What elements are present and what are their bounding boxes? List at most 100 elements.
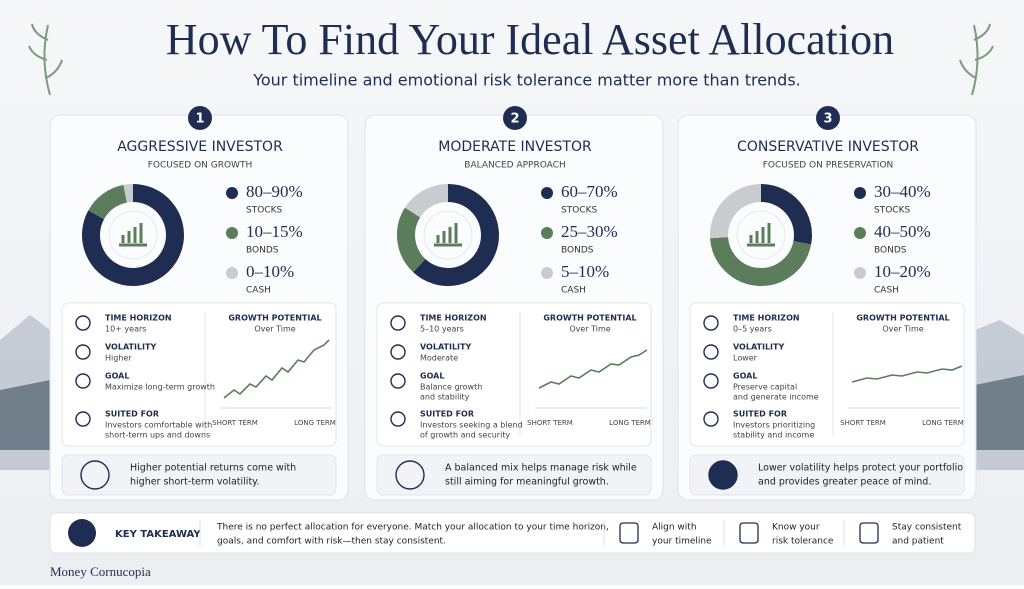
legend-dot: [541, 187, 553, 199]
takeaway-text: There is no perfect allocation for every…: [216, 523, 609, 533]
trees-left: [0, 380, 50, 450]
detail-label: VOLATILITY: [733, 343, 784, 352]
detail-text: Investors prioritizing: [733, 421, 815, 430]
leaf-right: [959, 23, 994, 96]
detail-icon: [75, 344, 91, 360]
note-box: [61, 454, 337, 496]
detail-icon: [390, 373, 406, 389]
allocation-range: 25–30%: [561, 222, 618, 241]
trees-right: [975, 375, 1024, 450]
growth-start: SHORT TERM: [212, 419, 258, 427]
detail-text: stability and income: [733, 431, 814, 440]
donut-segment: [88, 184, 128, 220]
legend-dot: [541, 227, 553, 239]
detail-text: and generate income: [733, 393, 819, 402]
note-text: A balanced mix helps manage risk while: [445, 463, 637, 474]
title: How To Find Your Ideal Asset Allocation: [166, 15, 894, 64]
growth-title: GROWTH POTENTIAL: [856, 314, 949, 323]
allocation-name: BONDS: [246, 246, 279, 256]
detail-label: GOAL: [105, 372, 129, 381]
growth-line: [223, 339, 330, 399]
growth-title: GROWTH POTENTIAL: [543, 314, 636, 323]
detail-text: 5–10 years: [420, 325, 464, 334]
donut-segment: [82, 184, 184, 286]
donut-icon-bg: [108, 210, 158, 260]
note-text: still aiming for meaningful growth.: [445, 477, 609, 488]
growth-end: LONG TERM: [922, 419, 964, 427]
allocation-range: 5–10%: [561, 262, 609, 281]
detail-icon: [75, 373, 91, 389]
legend-dot: [854, 267, 866, 279]
details-box: [376, 302, 652, 447]
growth-subtitle: Over Time: [569, 325, 610, 334]
card-title: CONSERVATIVE INVESTOR: [737, 139, 919, 155]
allocation-range: 10–15%: [246, 222, 303, 241]
allocation-range: 0–10%: [246, 262, 294, 281]
detail-label: VOLATILITY: [420, 343, 471, 352]
legend-dot: [226, 267, 238, 279]
card-subtitle: FOCUSED ON PRESERVATION: [763, 161, 894, 171]
takeaway-text: goals, and comfort with risk—then stay c…: [217, 537, 446, 547]
detail-text: Lower: [733, 354, 758, 363]
detail-text: Balance growth: [420, 383, 482, 392]
detail-text: Maximize long-term growth: [105, 383, 215, 392]
tip-icon: [739, 522, 759, 544]
note-box: [689, 454, 965, 496]
step-badge: [816, 106, 840, 130]
allocation-name: CASH: [561, 286, 586, 296]
detail-text: Preserve capital: [733, 383, 797, 392]
donut-icon: [747, 223, 775, 247]
tip-text: Stay consistent: [892, 523, 962, 533]
detail-label: GOAL: [733, 372, 757, 381]
allocation-range: 10–20%: [874, 262, 931, 281]
details-box: [61, 302, 337, 447]
legend-dot: [226, 187, 238, 199]
allocation-name: BONDS: [561, 246, 594, 256]
note-text: and provides greater peace of mind.: [758, 477, 931, 488]
detail-icon: [75, 315, 91, 331]
detail-label: GOAL: [420, 372, 444, 381]
donut-segment: [710, 236, 812, 286]
detail-icon: [703, 344, 719, 360]
card-subtitle: BALANCED APPROACH: [464, 161, 565, 171]
detail-label: SUITED FOR: [105, 410, 159, 419]
growth-start: SHORT TERM: [527, 419, 573, 427]
allocation-range: 40–50%: [874, 222, 931, 241]
footer: Money Cornucopia: [50, 564, 151, 579]
detail-icon: [390, 411, 406, 427]
step-number: 2: [510, 112, 519, 127]
detail-label: TIME HORIZON: [733, 314, 800, 323]
tip-text: and patient: [892, 537, 944, 547]
growth-end: LONG TERM: [609, 419, 651, 427]
allocation-name: CASH: [874, 286, 899, 296]
donut-segment: [397, 207, 426, 273]
details-box: [689, 302, 965, 447]
detail-icon: [703, 315, 719, 331]
allocation-name: STOCKS: [874, 206, 910, 216]
donut-segment: [404, 184, 449, 218]
detail-text: short-term ups and downs: [105, 431, 210, 440]
card-subtitle: FOCUSED ON GROWTH: [148, 161, 252, 171]
tip-text: risk tolerance: [772, 537, 834, 547]
donut-icon: [434, 223, 462, 247]
detail-icon: [703, 411, 719, 427]
detail-icon: [390, 344, 406, 360]
detail-text: 10+ years: [105, 325, 146, 334]
growth-line: [538, 349, 648, 389]
detail-icon: [75, 411, 91, 427]
detail-text: of growth and security: [420, 431, 510, 440]
legend-dot: [854, 187, 866, 199]
detail-text: Higher: [105, 354, 132, 363]
legend-dot: [541, 267, 553, 279]
donut-segment: [760, 184, 812, 245]
donut-icon-bg: [423, 210, 473, 260]
note-box: [376, 454, 652, 496]
detail-text: 0–5 years: [733, 325, 772, 334]
note-icon: [80, 460, 110, 490]
growth-line: [851, 365, 963, 383]
tip-text: Know your: [772, 523, 820, 533]
allocation-name: STOCKS: [561, 206, 597, 216]
note-icon: [708, 460, 738, 490]
